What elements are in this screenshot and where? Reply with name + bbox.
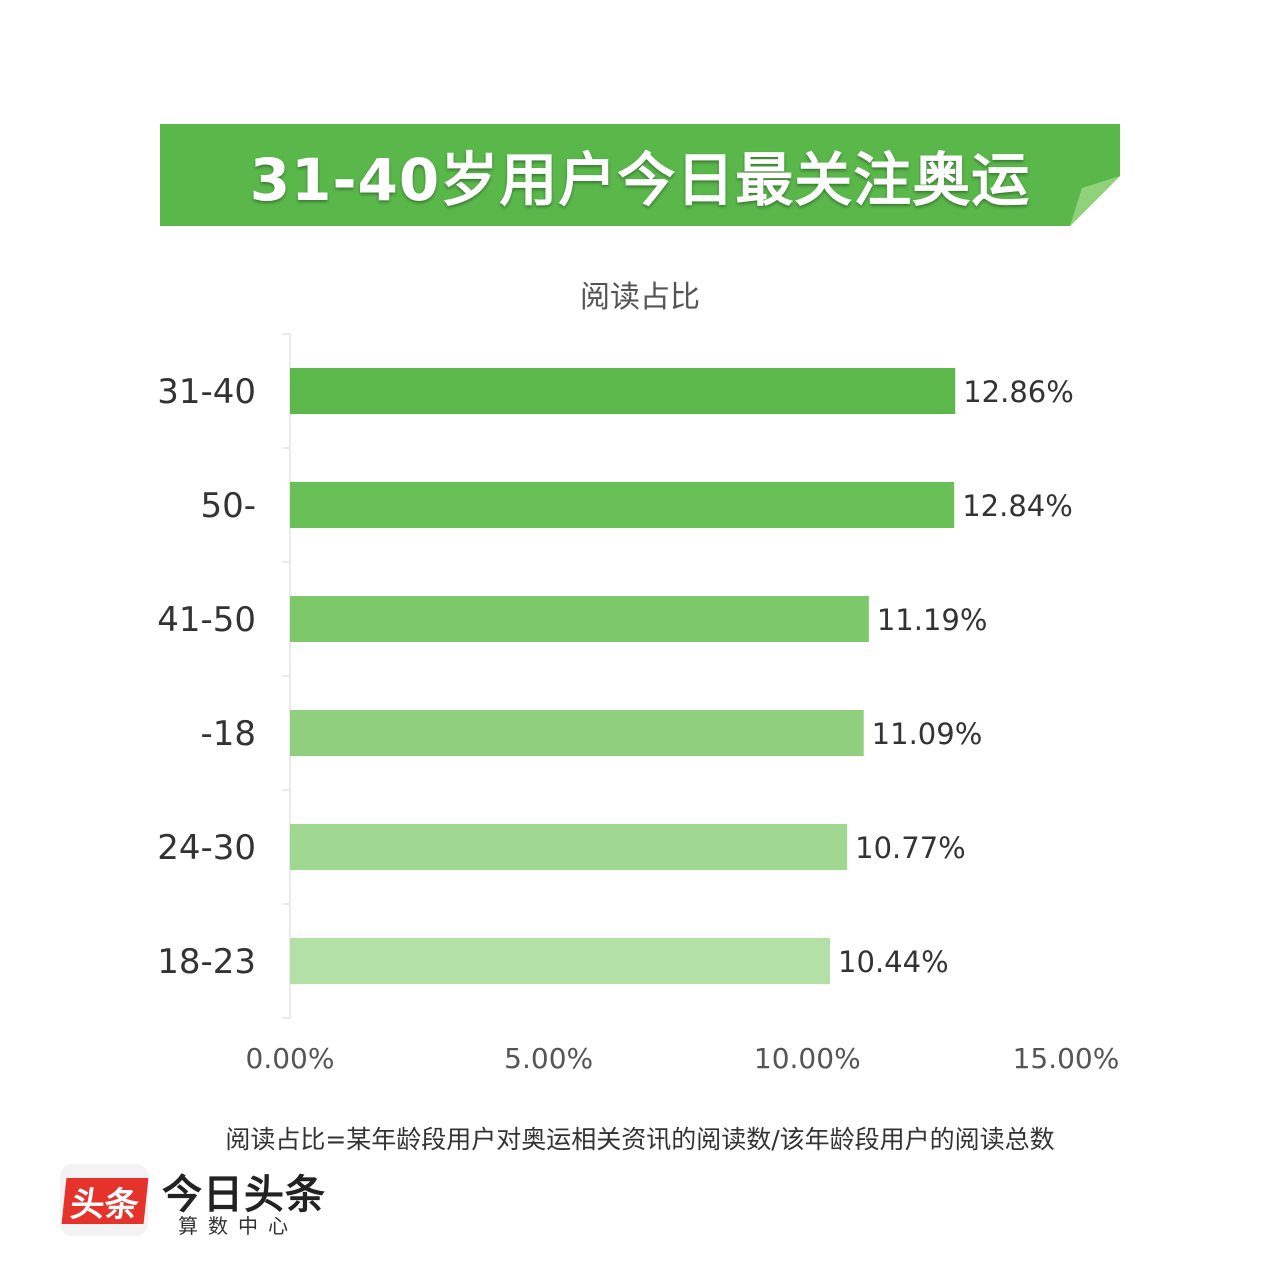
category-label: 24-30 [157, 828, 256, 868]
category-label: 41-50 [157, 600, 256, 640]
x-tick-label: 5.00% [504, 1042, 593, 1075]
banner-background [160, 124, 1120, 226]
value-label: 11.19% [877, 603, 988, 637]
bar--18 [290, 710, 864, 756]
bar-41-50 [290, 596, 869, 642]
category-label: 31-40 [157, 372, 256, 412]
banner-title: 31-40岁用户今日最关注奥运 [249, 146, 1031, 214]
logo-badge: 头条 [60, 1164, 149, 1236]
footnote: 阅读占比=某年龄段用户对奥运相关资讯的阅读数/该年龄段用户的阅读总数 [225, 1125, 1055, 1154]
value-label: 11.09% [872, 717, 983, 751]
bar-18-23 [290, 938, 831, 984]
x-tick-label: 10.00% [754, 1042, 861, 1075]
chart-title: 阅读占比 [580, 280, 700, 315]
value-label: 12.86% [963, 375, 1074, 409]
x-tick-label: 0.00% [246, 1042, 335, 1075]
category-label: 50- [200, 486, 256, 526]
banner-fold [1070, 176, 1120, 226]
logo-badge-text: 头条 [61, 1178, 149, 1225]
title-banner-shape [160, 124, 1120, 226]
bar-chart: 31-40 12.86% 50- 12.84% 41-50 11.19% -18 11.09%… [157, 333, 1120, 1075]
bar-31-40 [290, 368, 956, 414]
category-label: -18 [200, 714, 256, 754]
logo-subtitle: 算数中心 [178, 1214, 298, 1238]
bar-24-30 [290, 824, 848, 870]
bar-50- [290, 482, 955, 528]
toutiao-logo: 头条 今日头条 算数中心 [60, 1158, 360, 1248]
category-label: 18-23 [157, 942, 256, 982]
value-label: 10.77% [855, 831, 966, 865]
logo-name: 今日头条 [162, 1172, 326, 1218]
value-label: 10.44% [838, 945, 949, 979]
x-tick-label: 15.00% [1013, 1042, 1120, 1075]
value-label: 12.84% [962, 489, 1073, 523]
